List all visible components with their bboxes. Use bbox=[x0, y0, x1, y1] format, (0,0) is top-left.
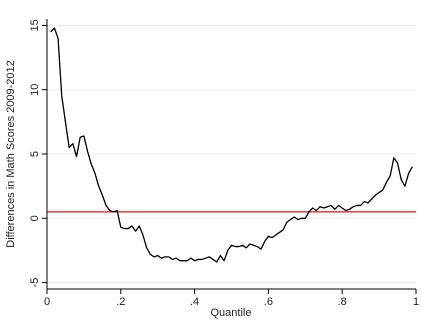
gridlines bbox=[47, 24, 416, 284]
series-layer bbox=[50, 27, 413, 263]
y-tick-label: -5 bbox=[29, 278, 41, 288]
x-tick-label: 1 bbox=[413, 296, 419, 308]
x-tick-label: .2 bbox=[116, 296, 125, 308]
x-ticks: 0 .2 .4 .6 .8 1 bbox=[44, 289, 419, 308]
y-tick-label: 0 bbox=[29, 215, 41, 221]
x-tick-label: .6 bbox=[264, 296, 273, 308]
x-tick-label: 0 bbox=[44, 296, 50, 308]
x-tick-label: .4 bbox=[190, 296, 199, 308]
x-axis-title: Quantile bbox=[211, 307, 252, 319]
y-axis-title: Differences in Math Scores 2009-2012 bbox=[5, 60, 17, 248]
y-ticks: -5 0 5 10 15 bbox=[29, 19, 47, 287]
y-tick-label: 15 bbox=[29, 19, 41, 31]
y-tick-label: 10 bbox=[29, 84, 41, 96]
series-line bbox=[50, 27, 413, 263]
y-tick-label: 5 bbox=[29, 151, 41, 157]
x-tick-label: .8 bbox=[338, 296, 347, 308]
